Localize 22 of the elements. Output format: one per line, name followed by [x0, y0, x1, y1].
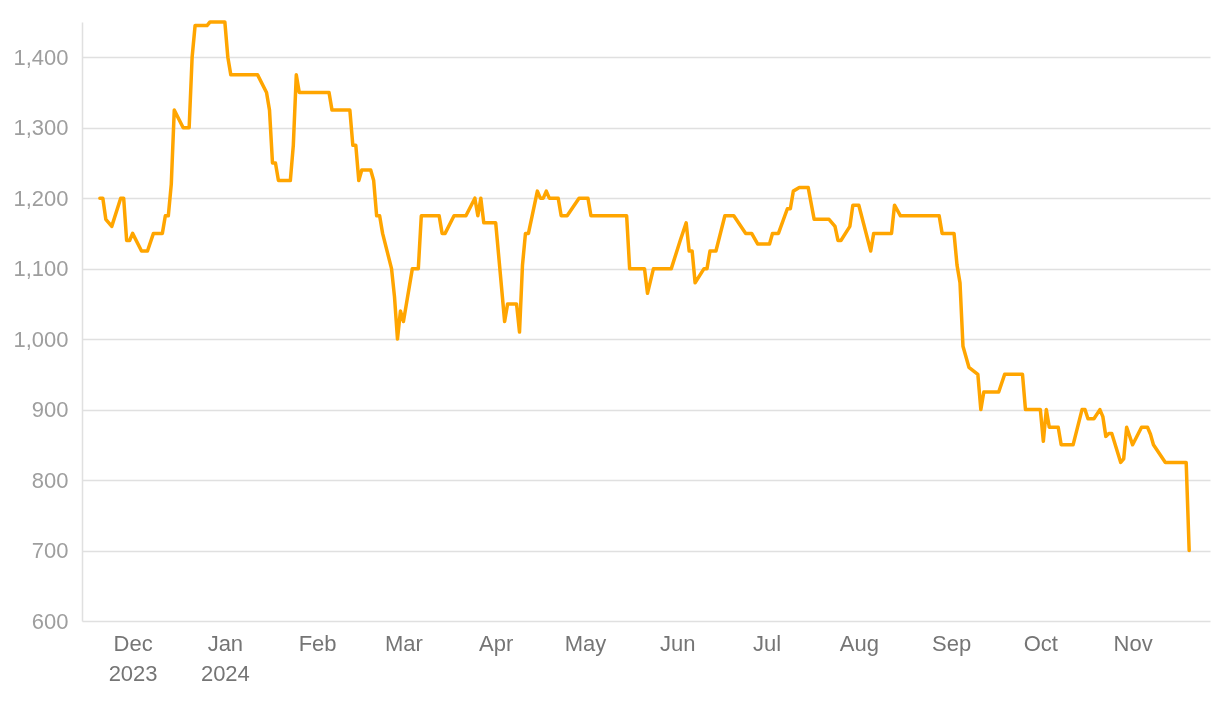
x-tick-label: Jun — [660, 630, 696, 656]
y-tick-label: 800 — [31, 467, 69, 493]
x-tick-label: Jan 2024 — [200, 630, 250, 686]
y-tick-label: 700 — [31, 538, 69, 564]
y-tick-label: 1,200 — [13, 185, 69, 211]
x-tick-label: Aug — [839, 630, 879, 656]
y-tick-label: 600 — [31, 608, 69, 634]
x-tick-label: Nov — [1113, 630, 1153, 656]
y-tick-label: 900 — [31, 397, 69, 423]
y-tick-label: 1,400 — [13, 44, 69, 70]
x-tick-label: Dec 2023 — [108, 630, 158, 686]
x-tick-label: Apr — [479, 630, 514, 656]
x-tick-label: Mar — [384, 630, 423, 656]
line-series — [98, 20, 1191, 553]
x-tick-label: May — [564, 630, 607, 656]
y-tick-label: 1,300 — [13, 115, 69, 141]
y-tick-label: 1,100 — [13, 256, 69, 282]
x-tick-label: Feb — [298, 630, 337, 656]
y-tick-label: 1,000 — [13, 326, 69, 352]
x-tick-label: Oct — [1023, 630, 1058, 656]
x-tick-label: Sep — [931, 630, 972, 656]
x-tick-label: Jul — [752, 630, 782, 656]
